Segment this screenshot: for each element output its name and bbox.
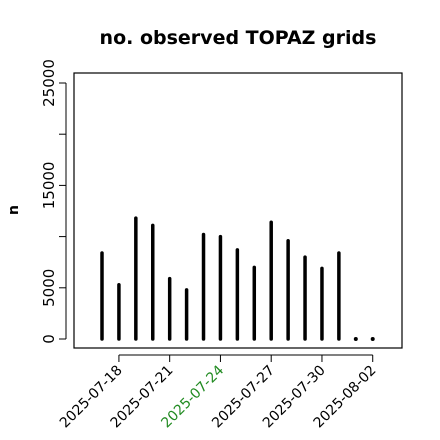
y-tick-label: 5000 — [40, 269, 58, 307]
y-axis-label: n — [6, 205, 22, 215]
y-tick-label: 0 — [40, 334, 58, 344]
y-tick-label: 15000 — [40, 162, 58, 210]
bar-zero-point — [370, 337, 375, 341]
y-axis: 0 5000 15000 25000 — [40, 59, 67, 344]
bar-zero-point — [353, 337, 358, 341]
plot-frame — [73, 72, 403, 349]
bars-group — [100, 216, 375, 341]
y-tick-label: 25000 — [40, 59, 58, 107]
x-axis: 2025-07-182025-07-212025-07-242025-07-27… — [57, 354, 380, 431]
chart-title: no. observed TOPAZ grids — [100, 27, 377, 49]
